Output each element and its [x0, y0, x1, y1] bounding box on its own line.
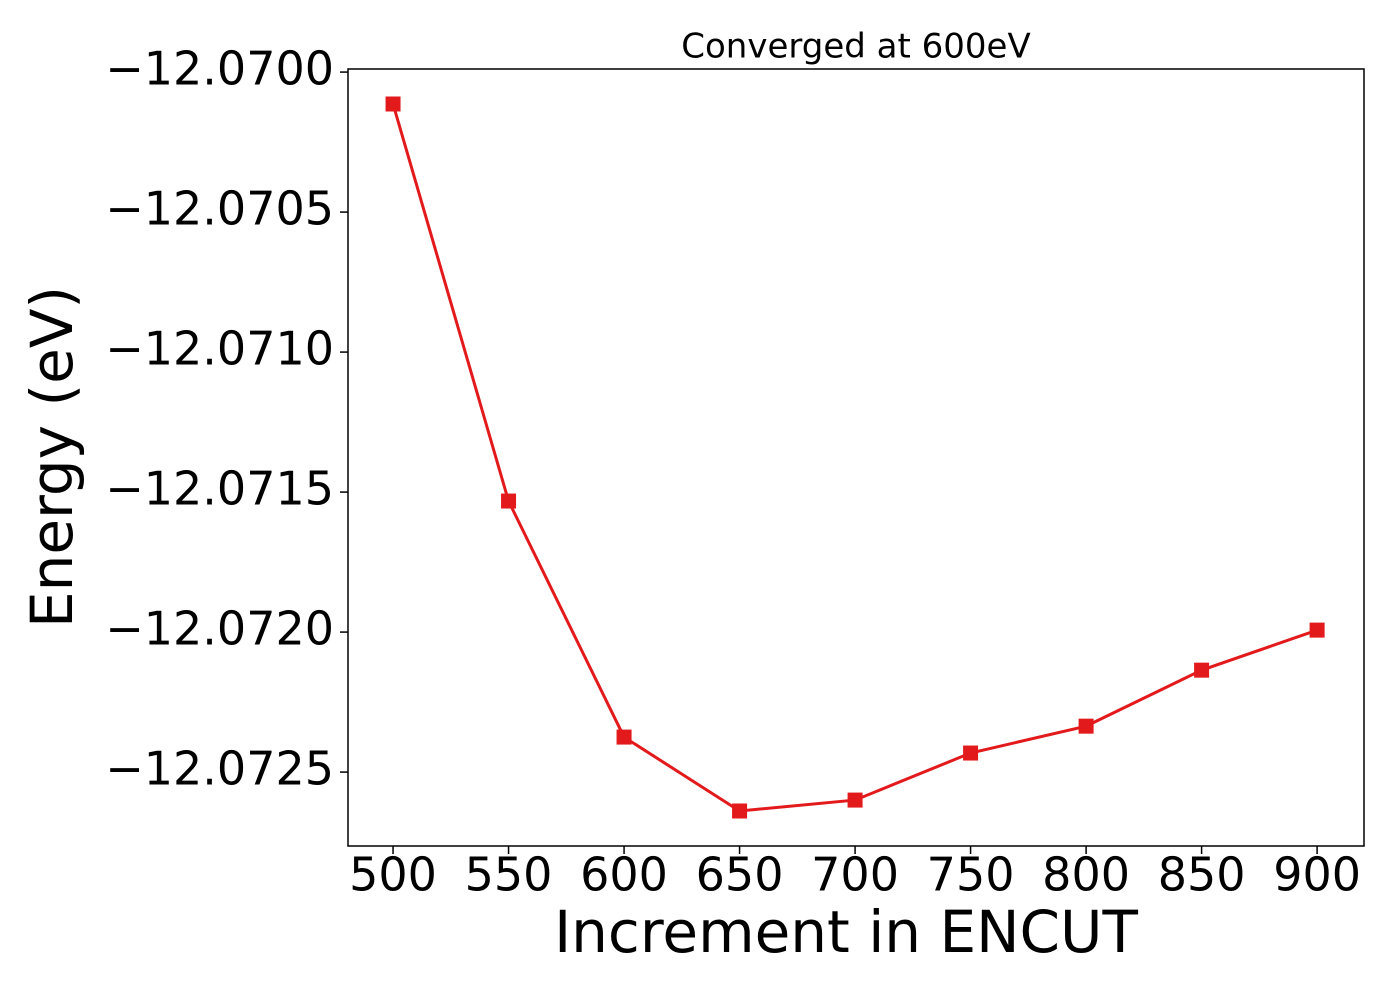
marker — [732, 803, 748, 819]
marker — [1194, 662, 1210, 678]
x-tick-label: 550 — [465, 848, 553, 902]
marker — [616, 729, 632, 745]
y-tick-label: −12.0700 — [105, 42, 334, 96]
x-tick-label: 600 — [580, 848, 668, 902]
marker — [963, 745, 979, 761]
marker — [385, 96, 401, 112]
marker — [847, 792, 863, 808]
y-tick-label: −12.0715 — [105, 462, 334, 516]
marker — [1078, 718, 1094, 734]
x-tick-label: 800 — [1042, 848, 1130, 902]
chart-title: Converged at 600eV — [681, 27, 1030, 67]
x-tick-label: 850 — [1158, 848, 1246, 902]
y-tick-label: −12.0705 — [105, 182, 334, 236]
x-axis-label: Increment in ENCUT — [554, 898, 1138, 966]
y-tick-label: −12.0720 — [105, 602, 334, 656]
plot-frame — [347, 68, 1365, 847]
marker — [1309, 622, 1325, 638]
marker — [501, 493, 517, 509]
x-tick-label: 750 — [927, 848, 1015, 902]
y-axis-label: Energy (eV) — [18, 286, 86, 628]
x-tick-label: 650 — [696, 848, 784, 902]
x-tick-label: 900 — [1273, 848, 1361, 902]
y-tick-label: −12.0725 — [105, 742, 334, 796]
y-tick-label: −12.0710 — [105, 322, 334, 376]
x-tick-label: 500 — [349, 848, 437, 902]
x-tick-label: 700 — [811, 848, 899, 902]
